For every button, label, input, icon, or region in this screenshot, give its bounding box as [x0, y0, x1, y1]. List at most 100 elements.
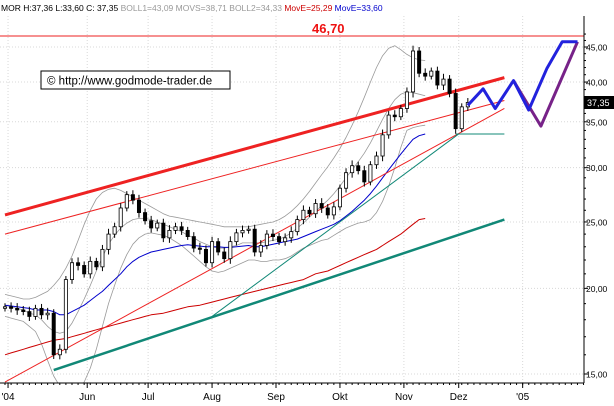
price-bar: [94, 257, 99, 271]
price-bar-body: [185, 230, 190, 237]
plot-layer: [0, 35, 584, 383]
y-tick-label: 25,00: [586, 217, 608, 227]
price-bar-body: [240, 230, 245, 234]
last-price-label: 37,35: [587, 98, 610, 108]
price-bar-body: [459, 106, 464, 130]
price-bar-body: [277, 236, 282, 243]
price-bar-body: [112, 226, 117, 235]
price-bar: [404, 87, 409, 113]
price-bar: [3, 303, 8, 312]
price-bar-body: [155, 222, 160, 229]
price-bar-body: [15, 307, 20, 311]
price-bar-body: [143, 212, 148, 222]
price-bar-body: [100, 248, 105, 268]
header-item: MovE=33,60: [335, 3, 383, 13]
price-bar: [325, 204, 330, 219]
price-bar: [39, 303, 44, 319]
price-bar: [63, 276, 68, 354]
header-item: MovE=25,29: [284, 3, 334, 13]
price-bar-body: [234, 232, 239, 243]
price-bar-body: [197, 247, 202, 250]
price-bar-body: [191, 236, 196, 249]
trend-line-support-trend: [53, 218, 505, 372]
price-bar-body: [106, 233, 111, 250]
price-bar-body: [283, 237, 288, 243]
price-bar: [240, 225, 245, 238]
price-bar-body: [380, 134, 385, 157]
price-bar: [161, 218, 166, 243]
price-bar-body: [210, 241, 215, 264]
price-bar: [270, 229, 275, 242]
price-bar: [264, 230, 269, 250]
price-bar: [283, 233, 288, 246]
price-bar: [319, 198, 324, 213]
price-bar: [417, 47, 422, 78]
price-bar: [15, 303, 20, 315]
header-item: BOLL2=34,33: [229, 3, 284, 13]
price-bar-body: [69, 262, 74, 280]
price-bar: [210, 236, 215, 268]
y-tick-label: 35,00: [586, 117, 608, 127]
price-bar: [307, 206, 312, 218]
price-bar-body: [344, 172, 349, 189]
price-bar-body: [9, 306, 14, 309]
x-axis: '04 Jun Jul Aug Sep Okt Nov Dez '05: [0, 382, 585, 403]
price-bar: [112, 222, 117, 238]
price-bar-body: [76, 262, 81, 266]
price-bar: [447, 75, 452, 98]
ema-blue-line: [4, 133, 426, 316]
price-bar-body: [453, 93, 458, 130]
price-bar: [386, 111, 391, 139]
price-bar: [130, 190, 135, 205]
price-bar: [118, 203, 123, 232]
price-bar: [453, 88, 458, 134]
price-bar-body: [161, 222, 166, 239]
price-bar: [435, 66, 440, 90]
y-tick-label: 15,00: [586, 370, 608, 380]
x-tick-label: Jun: [79, 392, 95, 403]
price-bar-body: [246, 228, 251, 231]
price-bar: [33, 304, 38, 320]
price-bar-body: [63, 279, 68, 350]
resistance-level-label: 46,70: [312, 21, 345, 36]
price-bar-body: [423, 72, 428, 77]
grid: [0, 16, 584, 383]
price-bar: [258, 240, 263, 257]
forecast-path-blue: [466, 40, 578, 112]
price-bar: [368, 161, 373, 186]
price-bar: [143, 208, 148, 225]
price-bar-body: [337, 187, 342, 208]
price-bar: [277, 233, 282, 245]
trend-line-inner-channel: [4, 99, 505, 235]
price-bar-body: [118, 207, 123, 228]
price-bar-body: [149, 220, 154, 229]
x-tick-label: '05: [516, 392, 529, 403]
price-bar: [69, 258, 74, 284]
price-bar: [124, 191, 129, 212]
price-bar-body: [21, 309, 26, 312]
price-bar: [191, 232, 196, 253]
price-bar: [155, 219, 160, 232]
price-bar: [100, 244, 105, 272]
price-bar: [45, 307, 50, 320]
price-bar: [167, 225, 172, 243]
x-tick-label: Aug: [203, 392, 221, 403]
price-bar: [21, 305, 26, 316]
price-bar-body: [386, 114, 391, 136]
price-bar: [295, 215, 300, 236]
price-bar: [356, 161, 361, 175]
price-bar: [234, 228, 239, 246]
price-bar-body: [39, 307, 44, 316]
price-bar: [51, 309, 56, 359]
y-axis: 15,00 20,00 25,00 30,00 35,00 40,00 45,00: [583, 16, 608, 383]
price-bar: [252, 224, 257, 257]
header-item: MOVS=38,71: [176, 3, 230, 13]
price-bar: [246, 225, 251, 234]
price-bar-body: [362, 170, 367, 183]
y-tick-label: 45,00: [586, 43, 608, 53]
price-bar-body: [319, 203, 324, 209]
trend-line-upper-channel: [4, 76, 505, 217]
price-bar-body: [33, 307, 38, 317]
